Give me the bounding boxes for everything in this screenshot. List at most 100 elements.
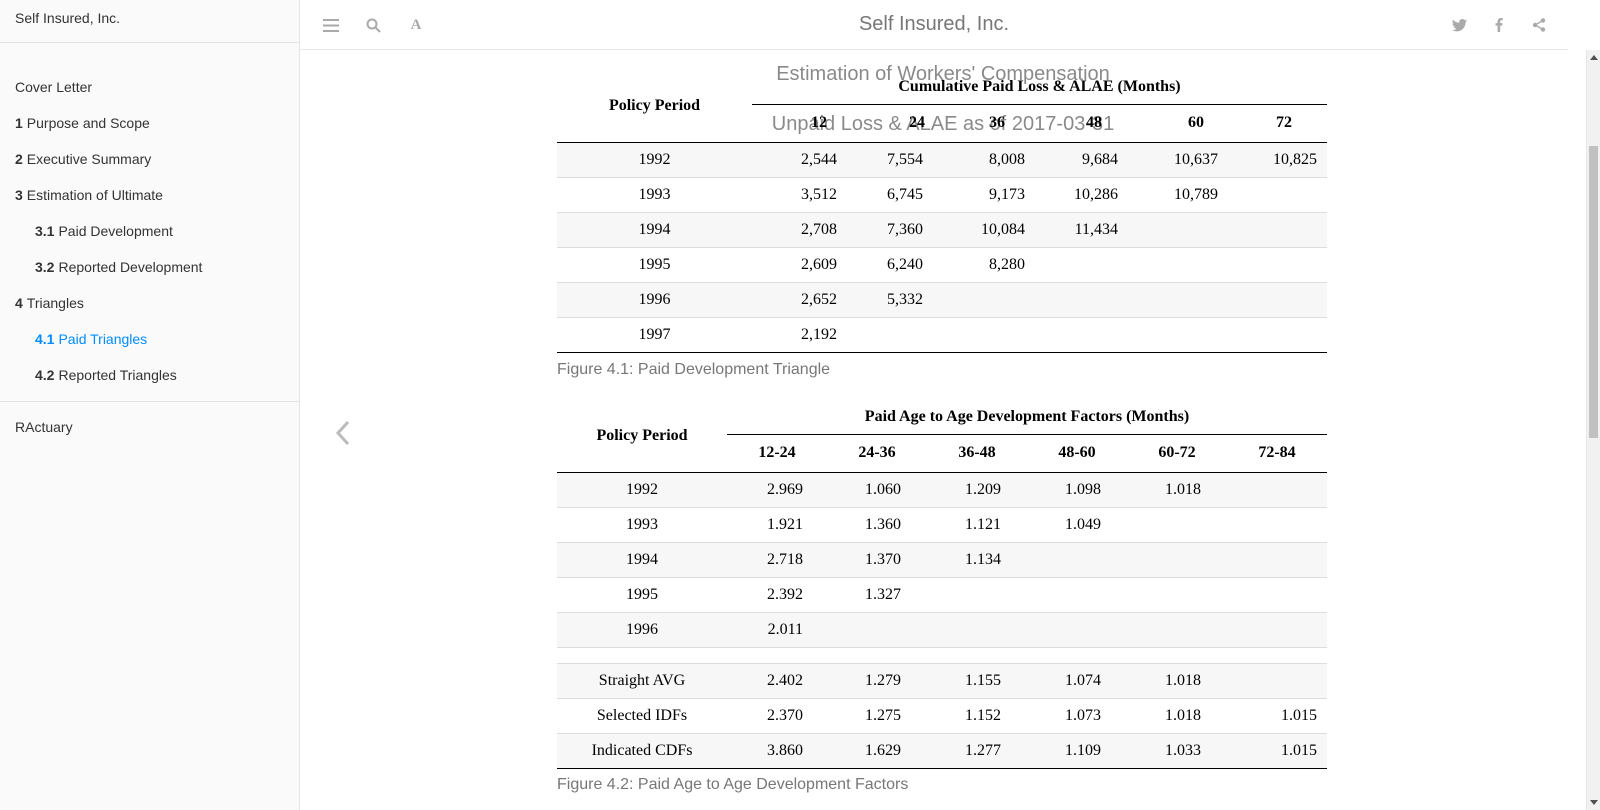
table-cell: 7,360 (887, 220, 923, 238)
table-cell: 8,008 (989, 150, 1025, 168)
table-cell: 2.392 (767, 585, 803, 603)
table-cell: 1.049 (1065, 515, 1101, 533)
table-cell: 10,637 (1174, 150, 1218, 168)
table-cell: 9,173 (989, 185, 1025, 203)
scroll-down-arrow-icon[interactable] (1590, 800, 1598, 805)
table-cell: 6,745 (887, 185, 923, 203)
table-cell (1027, 542, 1127, 577)
row-label: 1994 (626, 550, 658, 568)
column-header: 72 (1276, 114, 1292, 131)
table-row: Selected IDFs 2.370 1.275 1.152 1.073 1.018 1.… (557, 698, 1327, 733)
column-header: 24-36 (858, 444, 896, 461)
sidebar: Self Insured, Inc. Cover Letter 1 Purpose… (0, 0, 300, 810)
table-cell (1227, 542, 1327, 577)
table-cell (1227, 612, 1327, 647)
column-header: 60 (1188, 114, 1204, 131)
table-row: 1993 1.921 1.360 1.121 1.049 (557, 507, 1327, 542)
font-icon[interactable]: A (410, 16, 422, 33)
table-cell: 10,084 (981, 220, 1025, 238)
table-row: 1992 2.969 1.060 1.209 1.098 1.018 (557, 472, 1327, 507)
twitter-icon[interactable] (1450, 16, 1468, 34)
table-cell: 2,652 (801, 290, 837, 308)
toc-item-number: 3 (15, 187, 23, 203)
chevron-left-icon (335, 420, 350, 446)
toc-item-cover-letter[interactable]: Cover Letter (0, 69, 299, 105)
column-header: 48 (1086, 114, 1102, 131)
toc-item-purpose-and-scope[interactable]: 1 Purpose and Scope (0, 105, 299, 141)
toc-item-label: Reported Triangles (58, 367, 177, 383)
table-row: Straight AVG 2.402 1.279 1.155 1.074 1.018 (557, 663, 1327, 698)
paid-triangle-table: Policy Period Cumulative Paid Loss & ALA… (557, 64, 1327, 353)
column-header: 48-60 (1058, 444, 1096, 461)
book-title: Self Insured, Inc. (858, 13, 1010, 35)
toc-item-triangles[interactable]: 4 Triangles (0, 285, 299, 321)
table-cell: 1.073 (1065, 706, 1101, 724)
figure-caption: Figure 4.2: Paid Age to Age Development … (557, 776, 909, 793)
toc-item-number: 4.2 (35, 367, 55, 383)
table-cell: 2,708 (801, 220, 837, 238)
table-cell: 7,554 (887, 150, 923, 168)
toc-item-estimation-of-ultimate[interactable]: 3 Estimation of Ultimate (0, 177, 299, 213)
toc-item-executive-summary[interactable]: 2 Executive Summary (0, 141, 299, 177)
table-cell (1127, 507, 1227, 542)
share-icon[interactable] (1530, 16, 1548, 34)
toc-item-label: Cover Letter (15, 79, 93, 95)
table-row: 1996 2,652 5,332 (557, 282, 1327, 317)
search-icon[interactable] (364, 16, 382, 34)
vertical-scrollbar[interactable] (1586, 50, 1600, 810)
table-of-contents: Cover Letter 1 Purpose and Scope 2 Executi… (0, 43, 299, 393)
table-row: Indicated CDFs 3.860 1.629 1.277 1.109 1.033 1… (557, 733, 1327, 768)
table-cell (927, 612, 1027, 647)
table-spacer-row (557, 647, 1327, 663)
toc-item-number: 2 (15, 151, 23, 167)
row-label: 1996 (626, 620, 658, 638)
column-header: 36 (989, 114, 1005, 131)
table-cell (1232, 317, 1327, 352)
table-cell: 11,434 (1074, 220, 1118, 238)
scroll-up-arrow-icon[interactable] (1590, 55, 1598, 60)
scrollbar-thumb[interactable] (1589, 146, 1598, 438)
table-cell (1037, 317, 1132, 352)
table-cell: 1.109 (1065, 741, 1101, 759)
table-cell (1037, 247, 1132, 282)
table-cell: 2.718 (767, 550, 803, 568)
table-cell: 2,192 (801, 325, 837, 343)
toc-item-paid-development[interactable]: 3.1 Paid Development (0, 213, 299, 249)
table-cell: 1.060 (865, 480, 901, 498)
table-cell (1227, 507, 1327, 542)
toc-item-number: 1 (15, 115, 23, 131)
table-cell (1132, 247, 1232, 282)
table-row: 1992 2,544 7,554 8,008 9,684 10,637 10,825 (557, 142, 1327, 177)
table-cell: 1.155 (965, 671, 1001, 689)
table-cell: 10,286 (1074, 185, 1118, 203)
table-cell: 1.152 (965, 706, 1001, 724)
row-label: 1994 (638, 220, 671, 238)
table-cell (1027, 612, 1127, 647)
table-row: 1995 2,609 6,240 8,280 (557, 247, 1327, 282)
table-row: 1996 2.011 (557, 612, 1327, 647)
column-header: 12-24 (758, 444, 796, 461)
toc-item-paid-triangles[interactable]: 4.1 Paid Triangles (0, 321, 299, 357)
table-cell: 1.033 (1165, 741, 1201, 759)
toc-item-label: Estimation of Ultimate (26, 187, 163, 203)
table-cell: 1.921 (767, 515, 803, 533)
table-cell: 2.370 (767, 706, 803, 724)
toc-item-label: Executive Summary (26, 151, 152, 167)
column-header: 24 (909, 114, 925, 131)
sidebar-link-ractuary[interactable]: RActuary (0, 410, 299, 444)
table-cell: 1.015 (1281, 706, 1317, 724)
previous-page-button[interactable] (333, 418, 357, 448)
toc-item-reported-development[interactable]: 3.2 Reported Development (0, 249, 299, 285)
toc-item-reported-triangles[interactable]: 4.2 Reported Triangles (0, 357, 299, 393)
facebook-icon[interactable] (1490, 16, 1508, 34)
sidebar-brand[interactable]: Self Insured, Inc. (0, 0, 299, 43)
row-label: 1997 (638, 325, 671, 343)
table-cell: 6,240 (887, 255, 923, 273)
table-cell: 3.860 (767, 741, 803, 759)
table-cell (1227, 577, 1327, 612)
table-cell: 1.018 (1165, 706, 1201, 724)
table-cell: 9,684 (1082, 150, 1118, 168)
menu-icon[interactable] (322, 16, 340, 34)
document-title-line-2: Unpaid Loss & ALAE as of 2017-03-31 (771, 113, 1115, 135)
toc-item-label: Reported Development (58, 259, 203, 275)
